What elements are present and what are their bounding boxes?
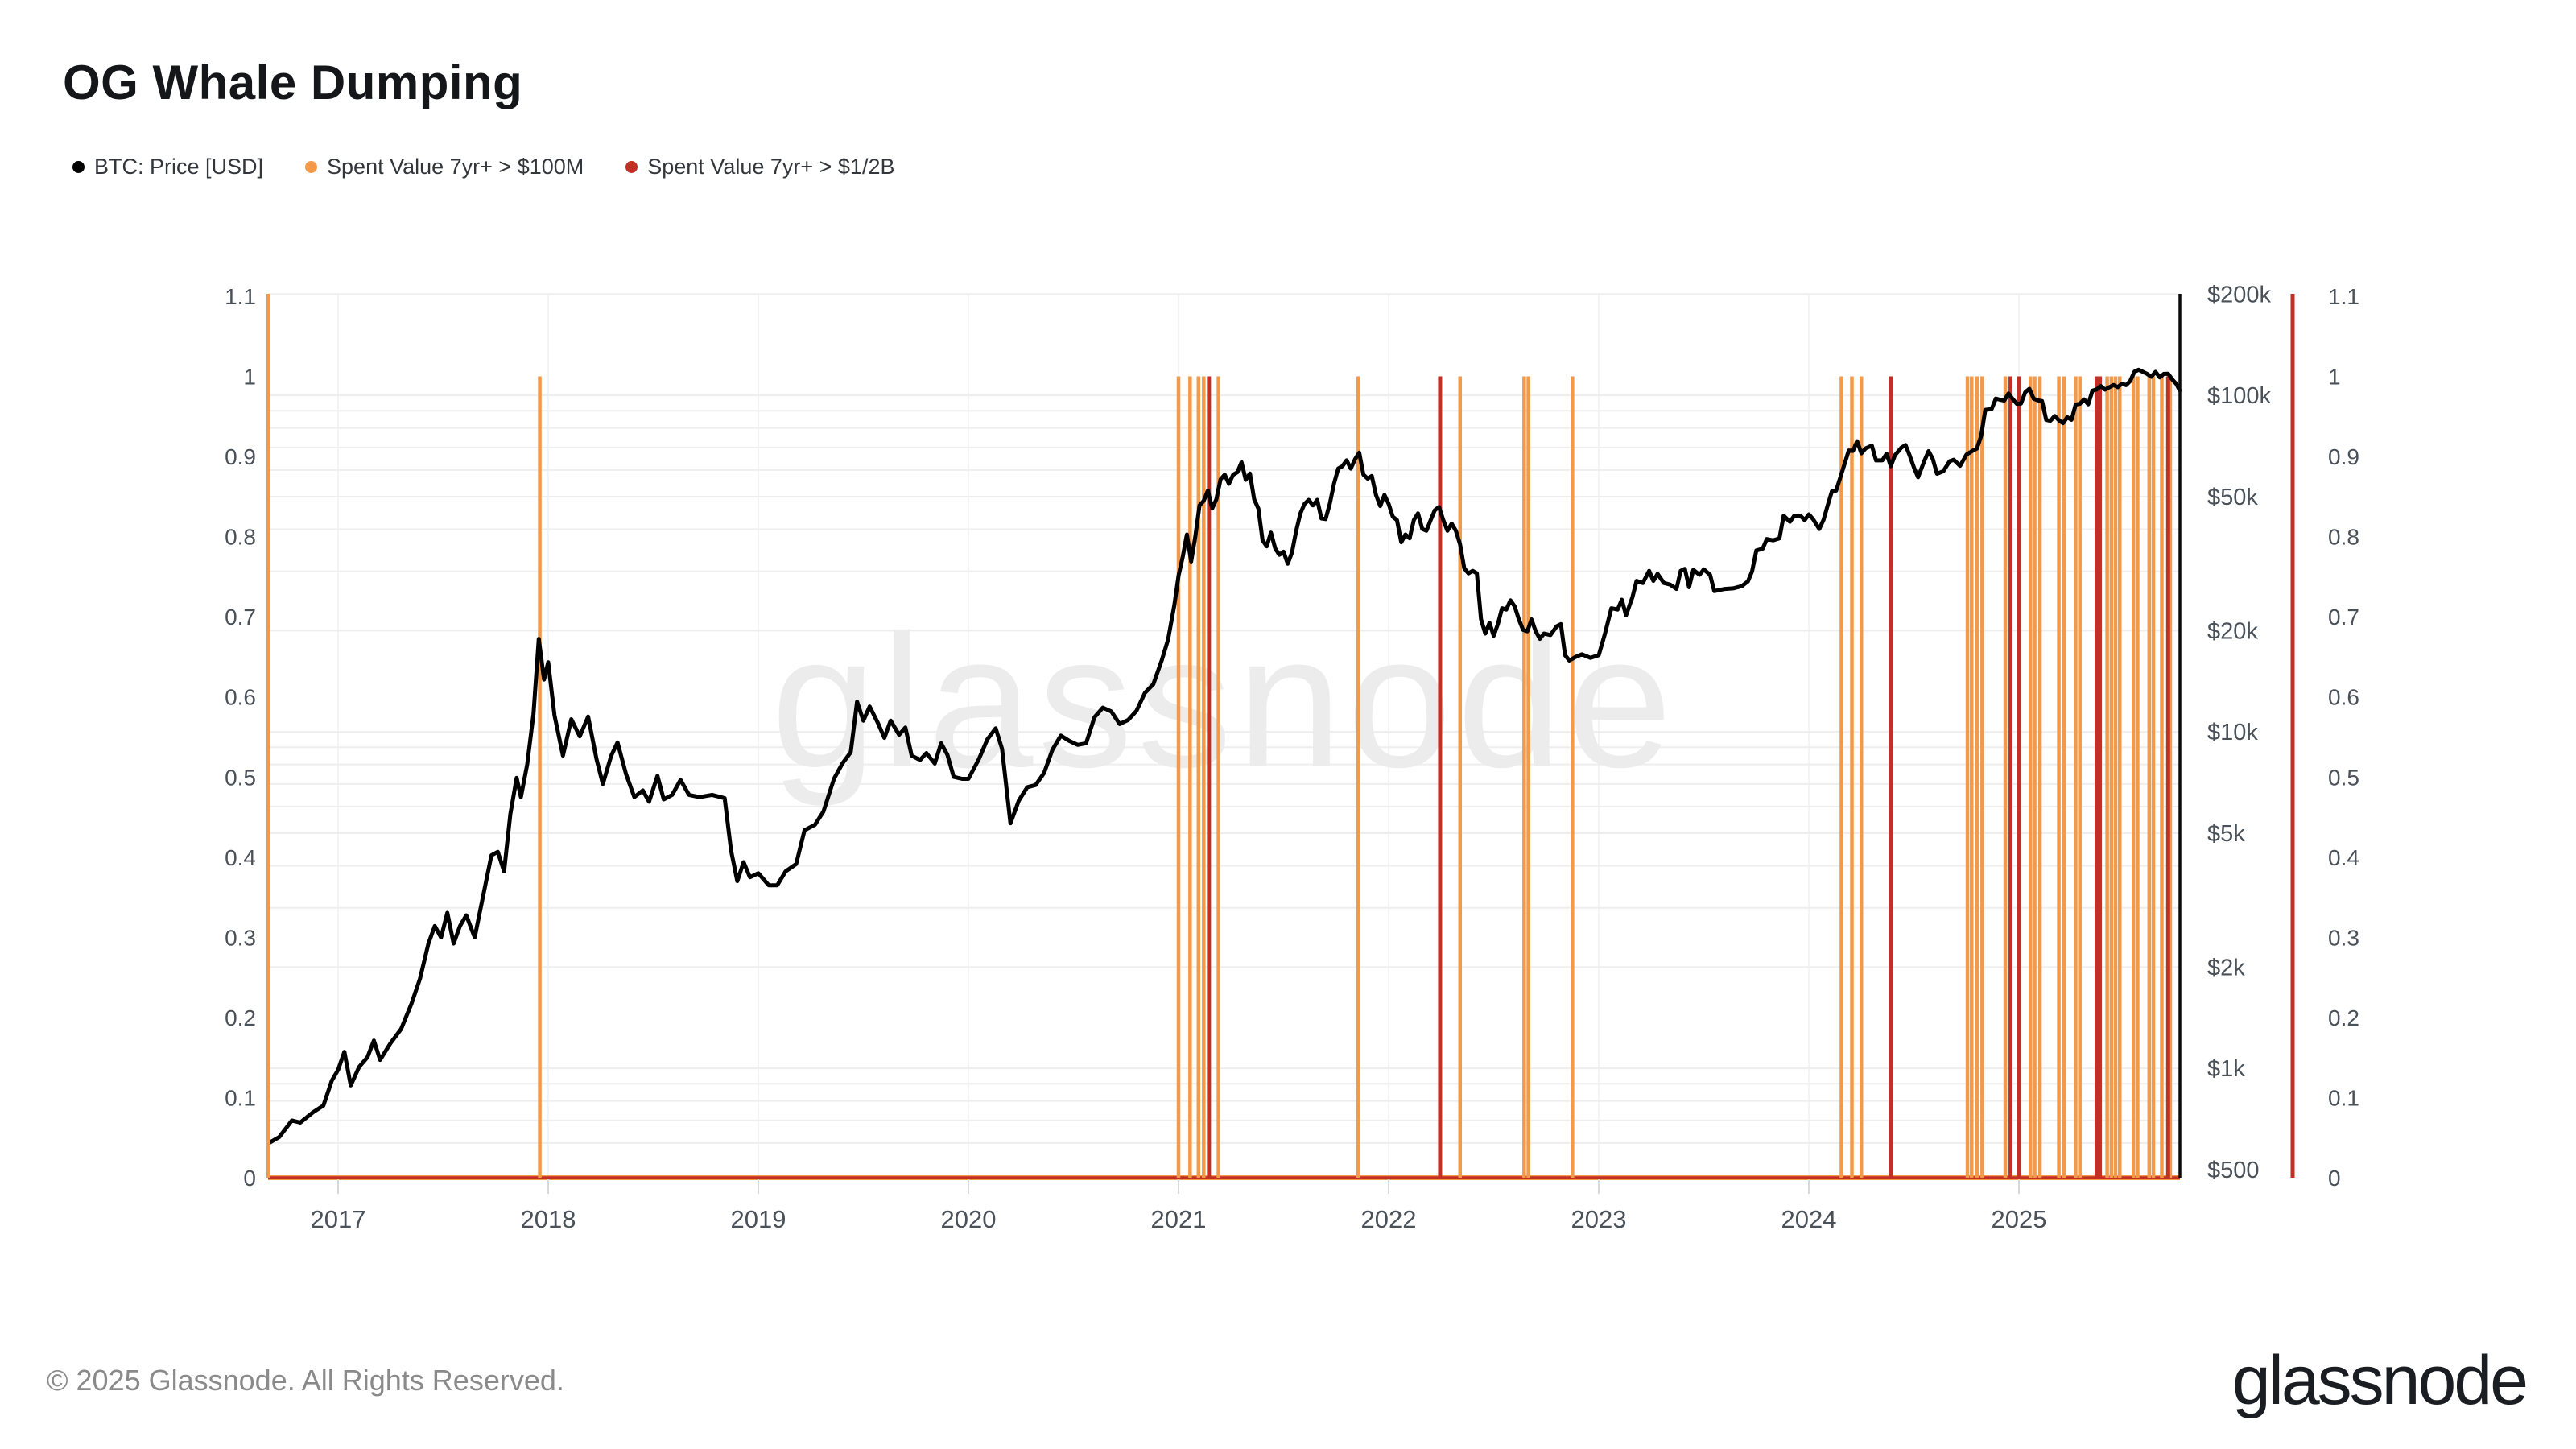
legend-item-btc-price[interactable]: BTC: Price [USD]: [72, 155, 263, 180]
x-tick-label: 2025: [1992, 1205, 2047, 1233]
left-axis-tick-label: 0.1: [225, 1085, 256, 1110]
x-tick-label: 2019: [731, 1205, 786, 1233]
left-axis-tick-label: 0.2: [225, 1005, 256, 1030]
legend: BTC: Price [USD] Spent Value 7yr+ > $100…: [72, 155, 894, 180]
copyright-text: © 2025 Glassnode. All Rights Reserved.: [47, 1364, 564, 1397]
price-axis-tick-label: $50k: [2207, 485, 2258, 510]
right-axis-tick-label: 0.7: [2328, 605, 2359, 630]
right-axis-tick-label: 1: [2328, 365, 2341, 390]
price-axis-tick-label: $1k: [2207, 1056, 2245, 1082]
x-tick-label: 2021: [1151, 1205, 1207, 1233]
price-axis-tick-label: $500: [2207, 1158, 2260, 1183]
glassnode-logo[interactable]: glassnode: [2231, 1342, 2529, 1419]
left-axis-tick-label: 0: [243, 1166, 256, 1191]
price-axis-tick-label: $100k: [2207, 383, 2272, 409]
right-axis-tick-label: 0.1: [2328, 1085, 2359, 1110]
left-axis-tick-label: 0.8: [225, 525, 256, 550]
legend-dot-btc-price-icon: [72, 161, 85, 173]
legend-dot-spent-value-100m-icon: [305, 161, 318, 173]
legend-label-spent-value-500m: Spent Value 7yr+ > $1/2B: [647, 155, 895, 179]
x-tick-label: 2017: [311, 1205, 366, 1233]
left-axis-tick-label: 1.1: [225, 284, 256, 309]
right-axis-tick-label: 0.6: [2328, 685, 2359, 710]
legend-label-spent-value-100m: Spent Value 7yr+ > $100M: [327, 155, 584, 179]
page-title: OG Whale Dumping: [63, 56, 523, 109]
left-axis-tick-label: 0.3: [225, 925, 256, 950]
left-axis-tick-label: 0.5: [225, 765, 256, 790]
left-axis-tick-label: 0.9: [225, 444, 256, 469]
price-axis-tick-label: $200k: [2207, 282, 2272, 308]
price-axis-tick-label: $5k: [2207, 821, 2245, 847]
right-axis-tick-label: 0: [2328, 1166, 2341, 1191]
right-axis-tick-label: 0.8: [2328, 525, 2359, 550]
price-axis-tick-label: $10k: [2207, 720, 2258, 745]
left-axis-tick-label: 1: [243, 365, 256, 390]
legend-item-spent-value-100m[interactable]: Spent Value 7yr+ > $100M: [305, 155, 584, 180]
left-axis-tick-label: 0.6: [225, 685, 256, 710]
x-tick-label: 2018: [521, 1205, 576, 1233]
legend-item-spent-value-500m[interactable]: Spent Value 7yr+ > $1/2B: [625, 155, 894, 180]
x-tick-label: 2024: [1781, 1205, 1837, 1233]
right-axis-tick-label: 0.5: [2328, 765, 2359, 790]
left-axis-tick-label: 0.4: [225, 845, 256, 870]
btc-price-line: [266, 367, 2182, 1146]
x-tick-label: 2023: [1571, 1205, 1627, 1233]
right-axis-tick-label: 0.9: [2328, 444, 2359, 469]
legend-label-btc-price: BTC: Price [USD]: [94, 155, 264, 179]
glassnode-watermark: glassnode: [771, 595, 1677, 807]
right-axis-tick-label: 0.4: [2328, 845, 2359, 870]
legend-dot-spent-value-500m-icon: [625, 161, 638, 173]
price-axis-tick-label: $2k: [2207, 955, 2245, 980]
x-tick-label: 2022: [1361, 1205, 1417, 1233]
left-axis-tick-label: 0.7: [225, 605, 256, 630]
x-tick-label: 2020: [941, 1205, 997, 1233]
price-axis-tick-label: $20k: [2207, 618, 2258, 644]
right-axis-tick-label: 1.1: [2328, 284, 2359, 309]
right-axis-tick-label: 0.3: [2328, 925, 2359, 950]
right-axis-tick-label: 0.2: [2328, 1005, 2359, 1030]
